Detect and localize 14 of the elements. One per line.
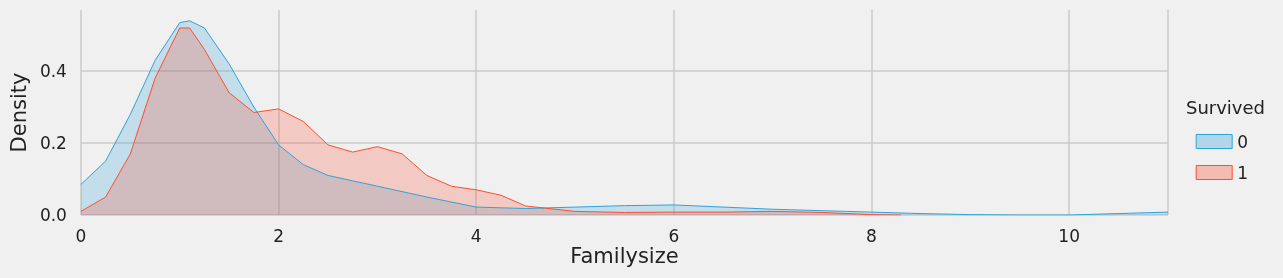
x-tick-label: 10: [1058, 225, 1080, 246]
x-axis-title: Familysize: [570, 243, 679, 268]
x-tick-label: 2: [273, 225, 284, 246]
legend-label: 1: [1237, 162, 1249, 183]
y-tick-label: 0.0: [39, 205, 67, 225]
x-tick-label: 8: [866, 225, 877, 246]
y-axis-title: Density: [6, 72, 31, 153]
x-tick-label: 0: [75, 225, 87, 246]
x-tick-label: 4: [470, 225, 482, 246]
y-tick-label: 0.4: [39, 61, 67, 82]
y-tick-label: 0.2: [39, 133, 67, 154]
legend-label: 0: [1237, 131, 1249, 152]
x-tick-label: 6: [668, 225, 680, 246]
legend-title: Survived: [1185, 96, 1266, 118]
